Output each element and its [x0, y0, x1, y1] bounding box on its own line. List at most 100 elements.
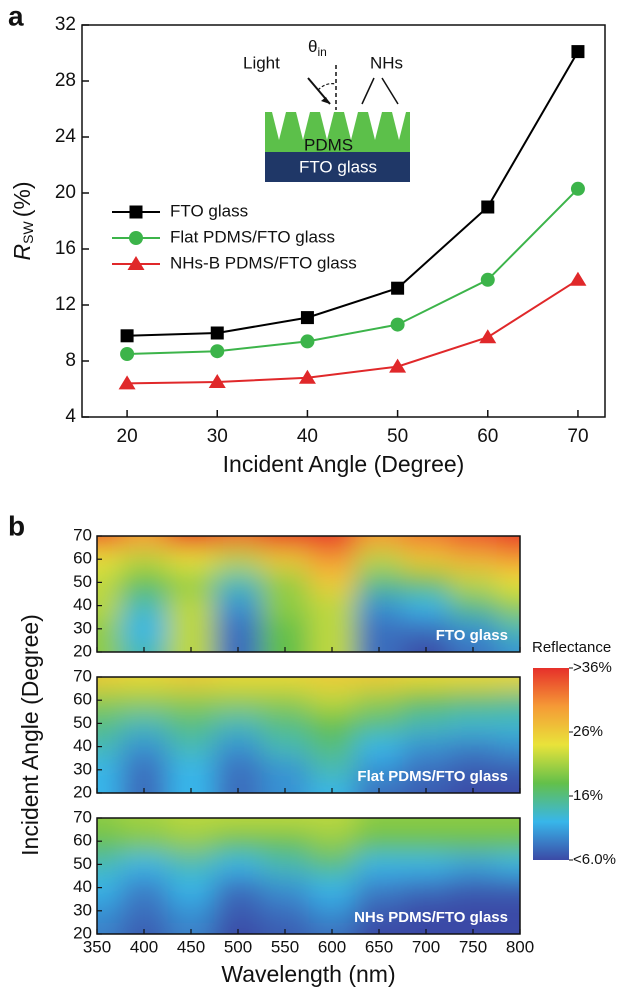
y-tick-label: 50 [73, 854, 92, 873]
heatmap-cell [97, 829, 121, 854]
heatmap-cell [261, 899, 309, 923]
heatmap-cell [308, 758, 356, 782]
marker [569, 271, 587, 286]
heatmap-cell [214, 617, 262, 641]
heatmap-cell [449, 677, 497, 690]
heatmap-cell [449, 818, 497, 831]
heatmap-cell [496, 781, 520, 793]
y-tick-label: 20 [73, 923, 92, 942]
heatmap-cell [214, 876, 262, 900]
heatmap-cell [355, 876, 403, 900]
heatmap-cell [97, 876, 121, 900]
heatmap-cell [167, 640, 215, 652]
heatmap-cell [261, 781, 309, 793]
marker [300, 334, 315, 349]
y-tick-label: 20 [73, 782, 92, 801]
panel-frame [96, 817, 521, 935]
marker [210, 344, 225, 359]
panel-name: Flat PDMS/FTO glass [357, 768, 508, 785]
heatmap-cell [496, 829, 520, 854]
panel-frame [96, 535, 521, 653]
heatmap-cell [402, 688, 450, 713]
heatmap-cell [214, 758, 262, 782]
heatmap-cell [355, 677, 403, 690]
y-tick-label: 50 [73, 572, 92, 591]
heatmap-cell [214, 536, 262, 549]
heatmap-cell [402, 818, 450, 831]
heatmap-cell [167, 536, 215, 549]
heatmap-cell [120, 829, 168, 854]
heatmap-cell [355, 829, 403, 854]
y-tick-label: 60 [73, 831, 92, 850]
heatmap-cell [261, 594, 309, 618]
heatmap-cell [167, 781, 215, 793]
heatmap-cell [97, 547, 121, 572]
heatmap-cell [167, 922, 215, 934]
x-tick-label: 750 [459, 937, 487, 956]
plot-frame [81, 24, 606, 418]
heatmap-cell [496, 677, 520, 690]
heatmap-cell [355, 735, 403, 759]
heatmap-cell [167, 711, 215, 736]
heatmap-cell [496, 735, 520, 759]
legend-label: Flat PDMS/FTO glass [170, 227, 335, 246]
x-tick-label: 40 [297, 426, 318, 447]
y-tick-label: 4 [65, 406, 76, 427]
heatmap-cell [261, 758, 309, 782]
heatmap [97, 818, 520, 934]
inset-label: NHs [370, 53, 403, 72]
marker [571, 45, 585, 59]
heatmap-cell [496, 617, 520, 641]
colorbar-tick-label: >36% [573, 659, 612, 676]
heatmap-cell [355, 758, 403, 782]
y-tick-label: 70 [73, 525, 92, 544]
heatmap-cell [120, 711, 168, 736]
marker [298, 369, 316, 384]
panel-label: b [8, 510, 25, 541]
inset-label: FTO glass [299, 157, 377, 176]
x-tick-label: 700 [412, 937, 440, 956]
heatmap-cell [120, 688, 168, 713]
marker [570, 181, 585, 196]
heatmap-cell [496, 876, 520, 900]
heatmap-cell [120, 617, 168, 641]
heatmap-cell [449, 688, 497, 713]
heatmap-cell [449, 617, 497, 641]
y-tick-label: 40 [73, 595, 92, 614]
y-axis-label: SW [20, 221, 36, 244]
heatmap-cell [308, 922, 356, 934]
panel-name: FTO glass [436, 627, 508, 644]
heatmap-cell [308, 677, 356, 690]
heatmap-cell [355, 781, 403, 793]
heatmap-cell [120, 677, 168, 690]
colorbar-tick-label: 26% [573, 723, 603, 740]
heatmap-cell [308, 688, 356, 713]
marker [389, 358, 407, 373]
heatmap-cell [308, 829, 356, 854]
y-tick-label: 30 [73, 900, 92, 919]
heatmap-cell [449, 781, 497, 793]
heatmap-cell [97, 852, 121, 877]
heatmap-cell [496, 570, 520, 595]
heatmap-cell [355, 570, 403, 595]
heatmap-cell [167, 852, 215, 877]
heatmap-clip [97, 818, 520, 934]
x-axis-label: Wavelength (nm) [221, 961, 395, 987]
heatmap-cell [97, 594, 121, 618]
colorbar-tick-label: <6.0% [573, 851, 616, 868]
inset-label: θ [308, 37, 317, 56]
inset-label: PDMS [304, 135, 353, 154]
heatmap-cell [261, 852, 309, 877]
legend-label: FTO glass [170, 201, 248, 220]
heatmap-cell [496, 852, 520, 877]
y-tick-label: 28 [55, 70, 76, 91]
heatmap-cell [120, 922, 168, 934]
heatmap-cell [496, 536, 520, 549]
heatmap-cell [97, 899, 121, 923]
heatmap-cell [355, 818, 403, 831]
heatmap-cell [120, 547, 168, 572]
x-tick-label: 20 [117, 426, 138, 447]
heatmap-cell [214, 570, 262, 595]
heatmap-cell [449, 876, 497, 900]
heatmap-cell [496, 899, 520, 923]
